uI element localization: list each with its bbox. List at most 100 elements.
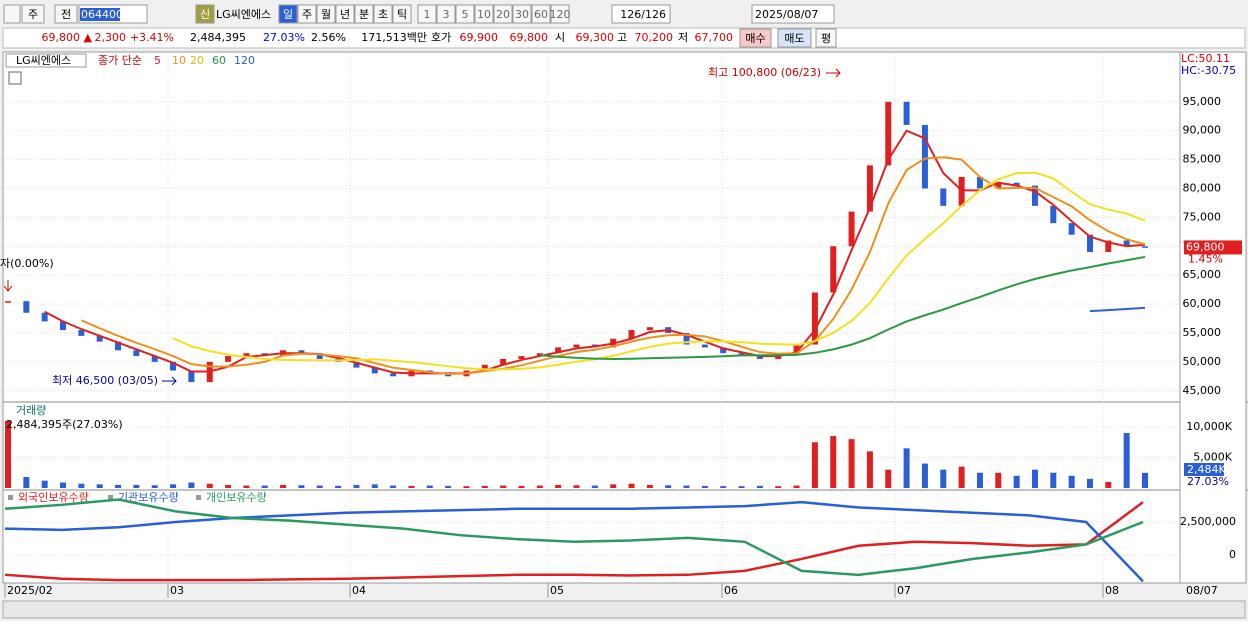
new-badge: 신: [200, 8, 210, 21]
candle: [243, 353, 250, 357]
moving-average: [172, 171, 1146, 371]
date-box[interactable]: [751, 4, 835, 24]
interval-button[interactable]: [474, 4, 494, 24]
scrollbar[interactable]: [2, 600, 1246, 619]
candle: [23, 301, 30, 313]
high-note: 최고 100,800 (06/23): [708, 66, 821, 79]
sell: 매도: [784, 32, 804, 45]
volume-bar: [738, 486, 745, 488]
interval-button[interactable]: [550, 4, 570, 24]
interval-button[interactable]: [417, 4, 437, 24]
candle: [646, 327, 653, 331]
interval: 30: [515, 8, 529, 21]
period-button[interactable]: [335, 4, 355, 24]
volume-bar: [151, 485, 158, 488]
period-button[interactable]: [392, 4, 412, 24]
period-button[interactable]: [373, 4, 393, 24]
quote-ask: 69,900: [460, 31, 499, 44]
period: 일: [283, 7, 293, 21]
interval-button[interactable]: [531, 4, 551, 24]
candle: [536, 353, 543, 357]
quote-volume: 2,484,395: [190, 31, 246, 44]
legend-swatch: [196, 495, 201, 500]
stock-name: LG씨엔에스: [216, 8, 271, 21]
market-button[interactable]: [54, 4, 78, 24]
candle: [151, 356, 158, 362]
period-button[interactable]: [297, 4, 317, 24]
count: 126/126: [620, 8, 666, 21]
interval: 10: [477, 8, 491, 21]
candle: [1086, 234, 1093, 253]
stock-code: 064400: [81, 8, 123, 21]
hc-label: HC:-30.75: [1181, 64, 1236, 77]
volume-bar: [555, 484, 562, 488]
period-button[interactable]: [316, 4, 336, 24]
y-tick-label: 55,000: [1183, 326, 1222, 339]
volume-bar: [170, 484, 177, 488]
period: 초: [378, 8, 388, 21]
interval-button[interactable]: [493, 4, 513, 24]
volume-bar: [353, 484, 360, 488]
volume-bar: [518, 485, 525, 488]
volume-bar: [591, 485, 598, 488]
date: 2025/08/07: [755, 8, 818, 21]
avg-button[interactable]: [815, 28, 837, 48]
x-tick-label: 06: [724, 584, 738, 597]
candle: [225, 356, 232, 362]
moving-average: [539, 255, 1146, 360]
volume-bar: [371, 484, 378, 488]
interval-button[interactable]: [455, 4, 475, 24]
candle: [1123, 240, 1130, 247]
volume-bar: [903, 448, 910, 488]
candle: [793, 344, 800, 354]
candle: [701, 344, 708, 348]
interval-button[interactable]: [436, 4, 456, 24]
legend-swatch: [108, 495, 113, 500]
candle: [1031, 185, 1038, 206]
period-button[interactable]: [278, 4, 298, 24]
quote-price: 69,800 ▲: [42, 31, 93, 44]
candle: [555, 347, 562, 354]
volume-bar: [78, 483, 85, 488]
volume-bar: [5, 420, 11, 488]
count-box: [611, 4, 671, 24]
buy-button[interactable]: [739, 28, 772, 48]
candle: [683, 332, 690, 345]
interval: 3: [443, 8, 450, 21]
y-tick-label: 50,000: [1183, 355, 1222, 368]
candle: [481, 364, 488, 371]
volume-bar: [628, 483, 635, 488]
candle: [976, 176, 983, 189]
last-price: 69,800: [1186, 240, 1225, 253]
volume-bar: [683, 485, 690, 488]
volume-bar: [408, 485, 415, 488]
volume-bar: [775, 486, 782, 488]
buy: 매수: [745, 32, 765, 45]
moving-average: [1089, 306, 1146, 313]
candle: [518, 356, 525, 359]
volume-bar: [610, 484, 617, 488]
sell-button[interactable]: [777, 28, 812, 48]
investor-legend: 외국인보유수량: [18, 491, 89, 504]
volume-bar: [23, 477, 30, 488]
x-tick-label: 2025/02: [7, 584, 53, 597]
candle: [170, 361, 177, 371]
period: 주: [302, 8, 312, 21]
y-tick-label: 5,000K: [1193, 450, 1232, 463]
menu-button[interactable]: [3, 4, 21, 24]
volume-bar: [995, 472, 1002, 488]
interval-button[interactable]: [512, 4, 532, 24]
volume-bar: [390, 485, 397, 488]
new-badge-button[interactable]: [195, 4, 215, 24]
volume-bar: [115, 484, 122, 488]
period-button[interactable]: [354, 4, 374, 24]
y-tick-label: 95,000: [1183, 95, 1222, 108]
code-select: [80, 8, 120, 21]
period-tab-button[interactable]: [21, 4, 45, 24]
investor-legend: 기관보유수량: [118, 491, 179, 504]
right-axis: [1179, 51, 1247, 584]
low-note: 최저 46,500 (03/05): [52, 374, 158, 387]
y-tick-label: 85,000: [1183, 153, 1222, 166]
volume-bar: [1050, 472, 1057, 488]
quote-turnover: 27.03%: [263, 31, 305, 44]
